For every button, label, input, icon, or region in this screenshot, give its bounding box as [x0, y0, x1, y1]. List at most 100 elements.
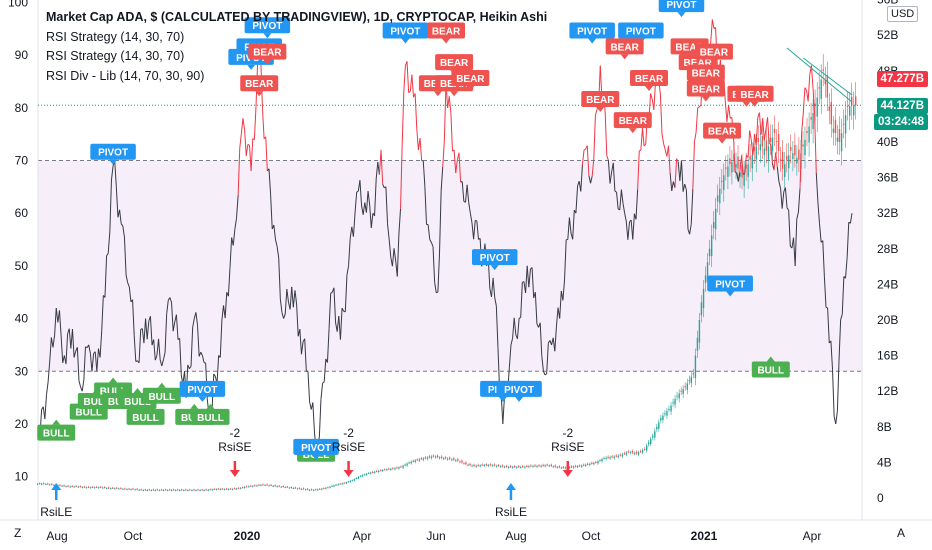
bear-marker: BEAR [427, 22, 465, 44]
pivot-marker-pointer [312, 454, 321, 460]
rsi-line-segment [555, 307, 559, 327]
rsi-line-segment [244, 130, 247, 156]
rsi-line-segment [348, 238, 351, 266]
bear-marker-label: BEAR [432, 27, 461, 38]
rsi-line-segment [169, 297, 173, 303]
price-label-red: 47.277B [876, 71, 928, 87]
rsi-line-segment [278, 258, 281, 300]
bear-marker-box [581, 91, 620, 108]
rsi-line-segment [697, 106, 700, 109]
rsi-line-segment [172, 321, 176, 332]
bull-marker-pointer [190, 403, 199, 409]
rsi-line-segment [466, 184, 470, 203]
rsi-line-segment [838, 319, 842, 361]
rsi-line-segment [616, 192, 619, 209]
currency-button[interactable]: USD [887, 6, 919, 22]
rsi-line-segment [154, 355, 158, 361]
rsi-line-segment [784, 187, 788, 208]
bear-marker: BEAR [605, 38, 644, 60]
rsi-line-segment [96, 348, 99, 372]
rsi-line-segment [473, 220, 476, 240]
left-tick-label: 10 [15, 470, 29, 484]
rsi-line-segment [153, 339, 156, 361]
rsi-line-segment [359, 180, 363, 206]
bear-marker-pointer [255, 91, 264, 97]
rsi-line-segment [817, 201, 821, 224]
rsi-line-segment [322, 381, 325, 384]
rsi-line-segment [781, 191, 785, 209]
rsi-line-segment [408, 91, 411, 94]
rsi-line-segment [346, 265, 350, 276]
rsi-line-segment [768, 142, 772, 146]
rsi-line-segment [382, 183, 385, 188]
rsi-line-segment [612, 162, 616, 192]
pivot-marker: PIVOT [179, 380, 226, 402]
rsi-line-segment [849, 213, 853, 224]
left-tick-label: 30 [15, 364, 29, 378]
rsi-line-segment [796, 211, 799, 220]
rsi-line-segment [323, 358, 327, 382]
bear-marker-box [427, 22, 465, 39]
rsi-line-segment [508, 344, 512, 368]
rsi-line-segment [201, 355, 205, 363]
rsi-line-segment [642, 128, 645, 147]
rsi-line-segment [845, 257, 848, 279]
rsi-line-segment [637, 151, 640, 190]
rsi-line-segment [91, 353, 95, 372]
pivot-marker-box [244, 17, 291, 34]
rsi-line-segment [458, 152, 462, 183]
rsi-line-segment [437, 253, 441, 293]
pivot-marker-label: PIVOT [301, 443, 331, 454]
rsi-line-segment [471, 222, 475, 240]
rsi-line-segment [490, 277, 494, 297]
rsi-line-segment [120, 223, 124, 227]
rsi-line-segment [190, 327, 194, 367]
rsi-line-segment [758, 112, 762, 135]
rsi-line-segment [588, 175, 592, 184]
rsi-line-segment [689, 224, 692, 235]
zoom-corner-button[interactable]: Z [14, 526, 22, 540]
rsi-line-segment [544, 373, 547, 376]
pivot-marker: PIVOT [471, 249, 518, 271]
rsi-line-segment [333, 287, 337, 323]
rsi-line-segment [374, 179, 377, 216]
bear-marker-label: BEAR [456, 74, 485, 85]
time-tick-label: Apr [353, 529, 372, 543]
long-signal-label: RsiLE [40, 505, 72, 519]
rsi-line-segment [388, 239, 392, 258]
rsi-line-segment [55, 307, 59, 323]
bear-marker-box [735, 85, 774, 102]
bull-marker-label: BULL [100, 387, 127, 398]
pivot-marker-label: PIVOT [98, 148, 128, 159]
rsi-band [38, 160, 862, 372]
rsi-line-segment [291, 286, 294, 308]
rsi-line-segment [591, 159, 595, 177]
bear-marker: BEAR [451, 69, 490, 91]
rsi-line-segment [307, 371, 311, 402]
rsi-line-segment [236, 195, 239, 219]
rsi-line-segment [841, 276, 845, 315]
rsi-line-segment [369, 205, 372, 228]
rsi-line-segment [45, 381, 49, 395]
rsi-line-segment [494, 297, 497, 307]
rsi-line-segment [546, 343, 549, 374]
rsi-line-segment [188, 366, 192, 370]
rsi-line-segment [234, 218, 237, 230]
rsi-line-segment [47, 360, 51, 382]
rsi-line-segment [385, 186, 389, 224]
rsi-line-segment [653, 82, 656, 110]
bear-marker-label: BEAR [684, 58, 713, 69]
rsi-line-segment [268, 168, 272, 195]
rsi-line-segment [739, 155, 743, 172]
rsi-line-segment [832, 369, 835, 417]
rsi-line-segment [516, 318, 520, 339]
rsi-line-segment [440, 166, 444, 192]
rsi-line-segment [638, 149, 642, 152]
rsi-line-segment [614, 190, 617, 193]
auto-scale-button[interactable]: A [897, 526, 906, 540]
rsi-line-segment [279, 299, 283, 313]
long-signal-arrow-head [51, 483, 62, 490]
rsi-line-segment [261, 108, 265, 139]
